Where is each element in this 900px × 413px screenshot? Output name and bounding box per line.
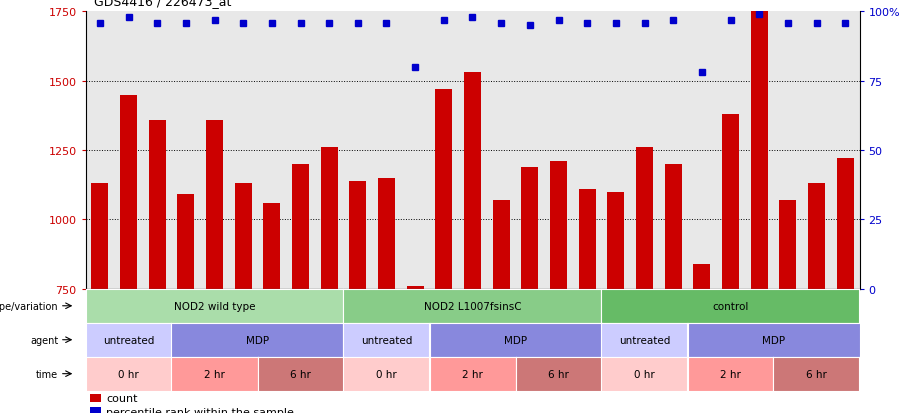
Bar bbox=[808, 184, 825, 289]
Bar bbox=[608, 192, 625, 289]
Text: percentile rank within the sample: percentile rank within the sample bbox=[106, 406, 294, 413]
Text: GDS4416 / 226473_at: GDS4416 / 226473_at bbox=[94, 0, 232, 8]
Text: 6 hr: 6 hr bbox=[548, 369, 569, 379]
Text: 2 hr: 2 hr bbox=[720, 369, 741, 379]
Text: NOD2 wild type: NOD2 wild type bbox=[174, 301, 256, 311]
Bar bbox=[349, 181, 366, 289]
Bar bbox=[407, 286, 424, 289]
Bar bbox=[579, 190, 596, 289]
Bar bbox=[722, 115, 739, 289]
Text: 2 hr: 2 hr bbox=[204, 369, 225, 379]
Bar bbox=[320, 148, 338, 289]
Bar bbox=[90, 408, 101, 413]
Bar bbox=[292, 165, 309, 289]
Bar bbox=[464, 73, 482, 289]
Text: 6 hr: 6 hr bbox=[290, 369, 310, 379]
Text: NOD2 L1007fsinsC: NOD2 L1007fsinsC bbox=[424, 301, 521, 311]
Bar bbox=[664, 165, 682, 289]
Bar bbox=[206, 120, 223, 289]
Bar bbox=[91, 184, 108, 289]
Text: genotype/variation: genotype/variation bbox=[0, 301, 58, 311]
Bar bbox=[636, 148, 653, 289]
Bar bbox=[550, 162, 567, 289]
Text: control: control bbox=[712, 301, 749, 311]
Text: MDP: MDP bbox=[504, 335, 527, 345]
Text: 2 hr: 2 hr bbox=[462, 369, 483, 379]
Bar bbox=[263, 203, 281, 289]
Bar bbox=[378, 178, 395, 289]
Bar bbox=[235, 184, 252, 289]
Text: untreated: untreated bbox=[619, 335, 670, 345]
Text: agent: agent bbox=[30, 335, 58, 345]
Bar bbox=[837, 159, 854, 289]
Bar bbox=[492, 201, 509, 289]
Text: MDP: MDP bbox=[246, 335, 269, 345]
Text: untreated: untreated bbox=[361, 335, 412, 345]
Text: MDP: MDP bbox=[762, 335, 785, 345]
Bar bbox=[90, 394, 101, 402]
Text: time: time bbox=[36, 369, 58, 379]
Text: count: count bbox=[106, 393, 138, 403]
Bar bbox=[779, 201, 796, 289]
Bar bbox=[436, 90, 453, 289]
Bar bbox=[521, 167, 538, 289]
Text: 0 hr: 0 hr bbox=[376, 369, 397, 379]
Bar bbox=[751, 9, 768, 289]
Bar bbox=[148, 120, 166, 289]
Bar bbox=[177, 195, 194, 289]
Text: untreated: untreated bbox=[103, 335, 154, 345]
Text: 0 hr: 0 hr bbox=[634, 369, 655, 379]
Text: 6 hr: 6 hr bbox=[806, 369, 827, 379]
Bar bbox=[693, 264, 710, 289]
Text: 0 hr: 0 hr bbox=[118, 369, 139, 379]
Bar bbox=[120, 95, 137, 289]
